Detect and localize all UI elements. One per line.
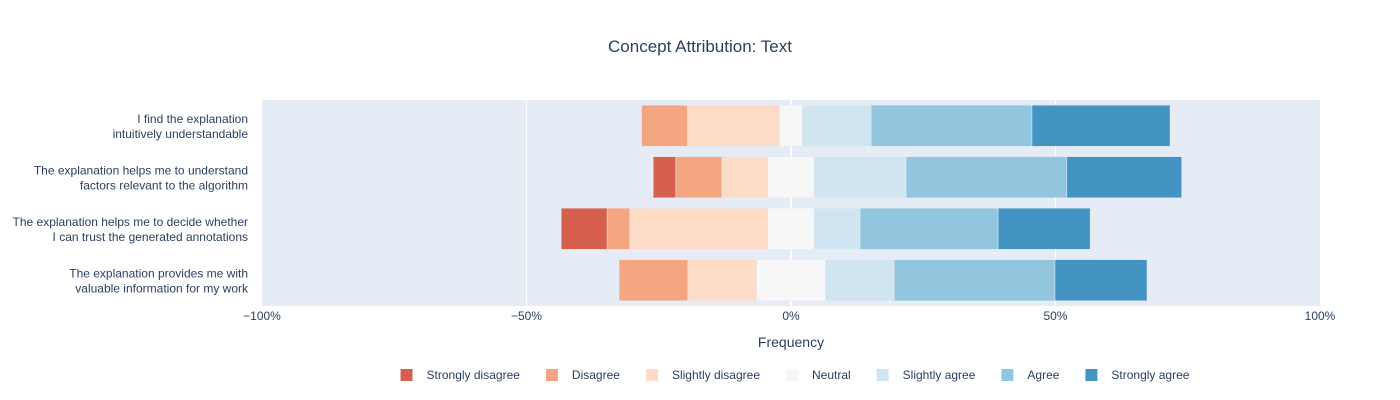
x-tick-label: 0% [782,309,800,323]
bar-segment[interactable] [675,156,723,199]
legend-item[interactable]: Slightly agree [876,368,976,382]
legend-label: Slightly agree [903,368,976,382]
legend-label: Agree [1027,368,1059,382]
x-tick-label: −100% [243,309,281,323]
legend-label: Strongly disagree [427,368,521,382]
bar-segment[interactable] [1054,259,1148,302]
bar-segment[interactable] [813,207,861,250]
chart-title: Concept Attribution: Text [608,37,792,56]
bar-segment[interactable] [606,207,631,250]
bar-segment[interactable] [767,156,815,199]
bar-segment[interactable] [687,104,780,147]
legend-swatch [785,369,798,381]
legend-swatch [645,369,658,381]
bar-segment[interactable] [997,207,1091,250]
legend[interactable]: Strongly disagree Disagree Slightly disagr… [400,368,1190,382]
legend-swatch [400,369,413,381]
x-axis-ticks: −100% −50% 0% 50% 100% [243,309,1336,323]
legend-label: Neutral [812,368,851,382]
legend-swatch [1085,369,1098,381]
legend-item[interactable]: Strongly disagree [400,368,521,382]
legend-label: Disagree [572,368,620,382]
legend-swatch [1001,369,1014,381]
legend-label: Strongly agree [1111,368,1189,382]
bar-segment[interactable] [687,259,757,302]
bar-segment[interactable] [859,207,999,250]
bar-segment[interactable] [825,259,895,302]
bar-segment[interactable] [756,259,826,302]
bar-segment[interactable] [1066,156,1182,199]
bars [560,104,1182,302]
legend-swatch [545,369,558,381]
bar-segment[interactable] [893,259,1056,302]
bar-segment[interactable] [767,207,815,250]
bar-segment[interactable] [721,156,769,199]
bar-segment[interactable] [813,156,907,199]
x-tick-label: −50% [511,309,542,323]
y-tick-label: The explanation helps me to decide wheth… [13,215,248,244]
bar-segment[interactable] [560,207,608,250]
x-tick-label: 100% [1305,309,1336,323]
bar-segment[interactable] [905,156,1068,199]
legend-item[interactable]: Neutral [785,368,851,382]
bar-segment[interactable] [652,156,677,199]
x-axis-title: Frequency [758,334,824,350]
legend-item[interactable]: Strongly agree [1085,368,1190,382]
y-tick-label: The explanation provides me with valuable… [69,266,249,295]
legend-item[interactable]: Agree [1001,368,1060,382]
bar-segment[interactable] [1031,104,1171,147]
x-tick-label: 50% [1043,309,1067,323]
bar-segment[interactable] [618,259,689,302]
bar-segment[interactable] [629,207,769,250]
bar-segment[interactable] [641,104,688,147]
bar-segment[interactable] [802,104,872,147]
legend-item[interactable]: Disagree [545,368,620,382]
legend-swatch [876,369,889,381]
bar-segment[interactable] [870,104,1033,147]
legend-item[interactable]: Slightly disagree [645,368,760,382]
legend-label: Slightly disagree [672,368,760,382]
y-axis-labels: I find the explanation intuitively unders… [13,112,249,296]
y-tick-label: I find the explanation intuitively unders… [113,112,249,141]
y-tick-label: The explanation helps me to understand fa… [34,163,248,192]
bar-segment[interactable] [779,104,803,147]
